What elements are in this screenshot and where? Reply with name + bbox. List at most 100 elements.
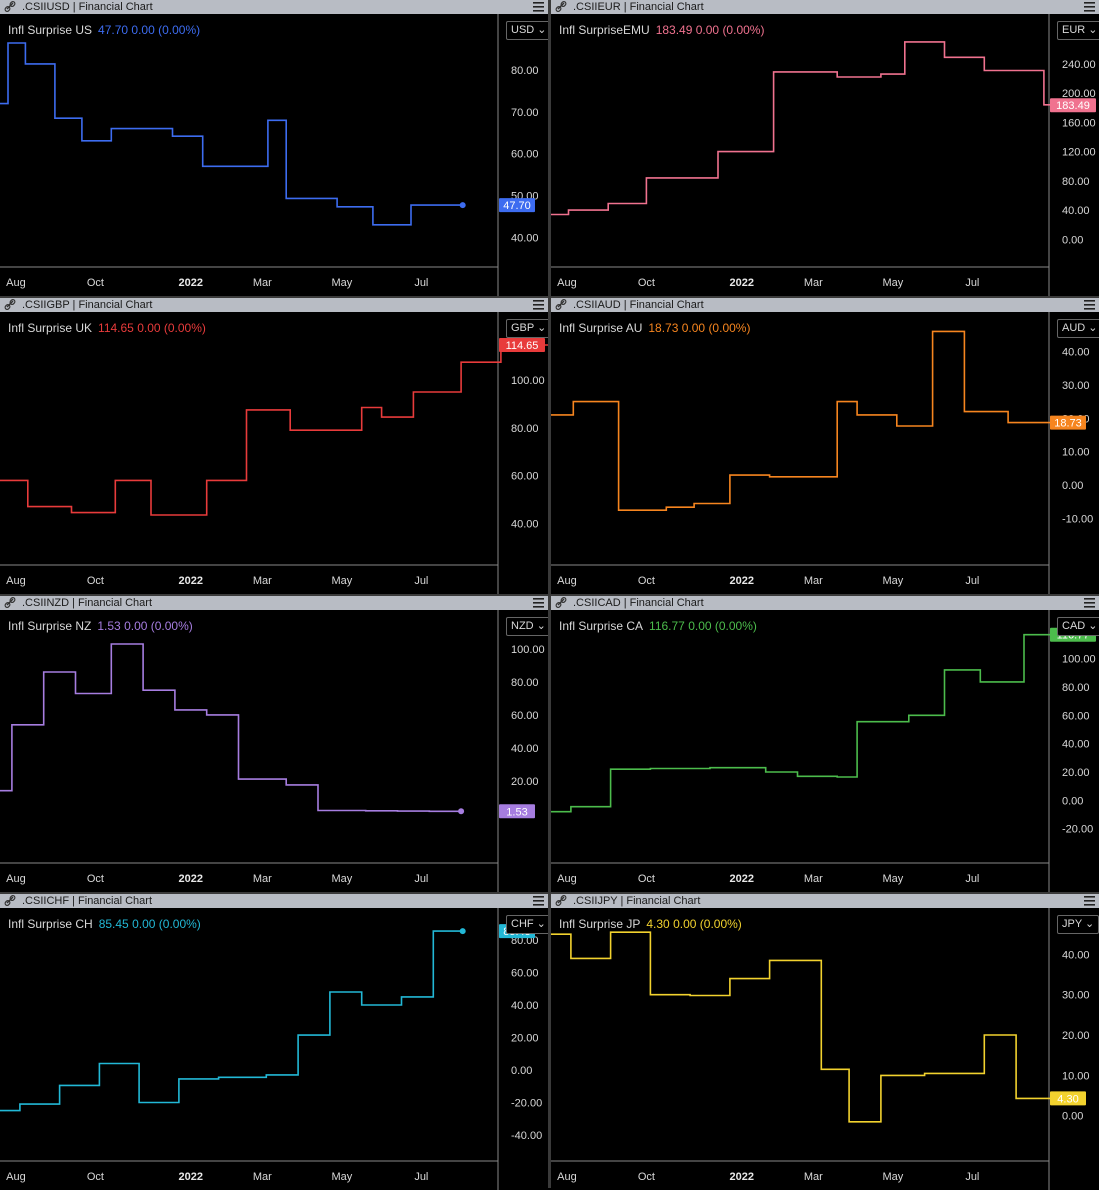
last-value-label: 4.30 xyxy=(1057,1093,1078,1105)
chart-panel-ca[interactable]: .CSIICAD | Financial Chart -20.00 0.00 20.0… xyxy=(551,596,1099,892)
chart-panel-au[interactable]: .CSIIAUD | Financial Chart -10.00 0.00 10.0… xyxy=(551,298,1099,594)
x-tick-label-2: 2022 xyxy=(179,1171,203,1183)
y-tick-label-2: 80.00 xyxy=(511,423,539,435)
panel-header: .CSIINZD | Financial Chart xyxy=(0,596,548,610)
currency-selector[interactable]: JPY ⌄ xyxy=(1057,915,1099,934)
currency-label: JPY xyxy=(1062,918,1082,930)
y-tick-label-1: -20.00 xyxy=(511,1098,542,1110)
legend-name: Infl Surprise CA xyxy=(559,619,644,633)
last-point-nz xyxy=(458,808,465,815)
y-tick-label-5: 200.00 xyxy=(1062,88,1096,100)
plot-au[interactable]: -10.000.0010.0020.0030.0040.00AugOct2022… xyxy=(551,312,1099,594)
currency-label: NZD xyxy=(511,620,534,632)
last-value-badge: 47.70 xyxy=(499,198,535,213)
hamburger-menu-icon[interactable] xyxy=(1084,2,1095,12)
legend-value: 47.70 xyxy=(98,23,132,37)
panel-title: .CSIIAUD | Financial Chart xyxy=(573,299,704,311)
x-tick-label-4: May xyxy=(331,1171,352,1183)
y-tick-label-3: 70.00 xyxy=(511,107,539,119)
currency-selector[interactable]: GBP ⌄ xyxy=(506,319,548,338)
link-icon[interactable] xyxy=(4,298,16,312)
panel-title: .CSIICAD | Financial Chart xyxy=(573,597,704,609)
link-icon[interactable] xyxy=(555,596,567,610)
hamburger-menu-icon[interactable] xyxy=(1084,300,1095,310)
x-tick-label-2: 2022 xyxy=(179,575,203,587)
y-tick-label-4: 40.00 xyxy=(1062,949,1090,961)
y-tick-label-3: 30.00 xyxy=(1062,990,1090,1002)
series-legend: Infl Surprise UK 114.65 0.00 (0.00%) xyxy=(8,321,206,335)
panel-title: .CSIIJPY | Financial Chart xyxy=(573,895,701,907)
link-icon[interactable] xyxy=(555,0,567,14)
chevron-down-icon: ⌄ xyxy=(534,24,547,36)
hamburger-menu-icon[interactable] xyxy=(1084,598,1095,608)
currency-selector[interactable]: CHF ⌄ xyxy=(506,915,548,934)
x-tick-label-3: Mar xyxy=(253,575,272,587)
legend-change: 0.00 (0.00%) xyxy=(132,917,201,931)
y-tick-label-0: 0.00 xyxy=(1062,234,1083,246)
plot-jp[interactable]: 0.00 10.00 20.00 30.00 40.00 Aug Oct 2022 Mar May… xyxy=(551,908,1099,1190)
plot-ca[interactable]: -20.00 0.00 20.00 40.00 60.00 80.00 100.00 Aug O… xyxy=(551,610,1099,892)
link-icon[interactable] xyxy=(4,596,16,610)
x-tick-label-5: Jul xyxy=(414,873,428,885)
hamburger-menu-icon[interactable] xyxy=(1084,896,1095,906)
x-tick-label-4: May xyxy=(882,277,903,289)
y-tick-label-6: 100.00 xyxy=(1062,654,1096,666)
y-tick-label-0: 0.00 xyxy=(1062,1111,1083,1123)
series-line-jp xyxy=(551,931,1068,1123)
x-tick-label-4: May xyxy=(882,873,903,885)
last-point-us xyxy=(459,202,466,209)
y-tick-label-2: 10.00 xyxy=(1062,447,1090,459)
hamburger-menu-icon[interactable] xyxy=(533,300,544,310)
y-tick-label-1: 0.00 xyxy=(1062,480,1083,492)
link-icon[interactable] xyxy=(4,0,16,14)
plot-emu[interactable]: 0.0040.0080.00120.00160.00200.00240.0028… xyxy=(551,14,1099,296)
x-tick-label-1: Oct xyxy=(87,277,104,289)
panel-header: .CSIIGBP | Financial Chart xyxy=(0,298,548,312)
panel-header: .CSIIUSD | Financial Chart xyxy=(0,0,548,14)
x-tick-label-5: Jul xyxy=(965,873,979,885)
hamburger-menu-icon[interactable] xyxy=(533,2,544,12)
series-line-ca xyxy=(551,633,1072,813)
currency-selector[interactable]: USD ⌄ xyxy=(506,21,548,40)
y-tick-label-3: 120.00 xyxy=(1062,147,1096,159)
chart-panel-us[interactable]: .CSIIUSD | Financial Chart 40.00 50.00 60.0… xyxy=(0,0,548,296)
link-icon[interactable] xyxy=(555,298,567,312)
plot-uk[interactable]: 40.00 60.00 80.00 100.00 Aug Oct 2022 Mar May Jul… xyxy=(0,312,548,594)
currency-selector[interactable]: AUD ⌄ xyxy=(1057,319,1099,338)
legend-value: 114.65 xyxy=(98,321,138,335)
last-value-label: 114.65 xyxy=(506,340,539,352)
y-tick-label-2: 80.00 xyxy=(1062,176,1090,188)
x-tick-label-4: May xyxy=(331,873,352,885)
series-legend: Infl Surprise AU 18.73 0.00 (0.00%) xyxy=(559,321,750,335)
currency-selector[interactable]: NZD ⌄ xyxy=(506,617,548,636)
x-tick-label-2: 2022 xyxy=(730,575,754,587)
x-tick-label-1: Oct xyxy=(87,575,104,587)
panel-title: .CSIIGBP | Financial Chart xyxy=(22,299,153,311)
currency-selector[interactable]: CAD ⌄ xyxy=(1057,617,1099,636)
currency-label: USD xyxy=(511,24,535,36)
x-tick-label-4: May xyxy=(882,575,903,587)
chevron-down-icon: ⌄ xyxy=(533,918,546,930)
legend-name: Infl Surprise CH xyxy=(8,917,93,931)
x-tick-label-1: Oct xyxy=(638,1171,655,1183)
chart-panel-emu[interactable]: .CSIIEUR | Financial Chart 0.00 40.00 80.00… xyxy=(551,0,1099,296)
chevron-down-icon: ⌄ xyxy=(534,322,547,334)
link-icon[interactable] xyxy=(4,894,16,908)
x-tick-label-0: Aug xyxy=(557,277,577,289)
legend-change: 0.00 (0.00%) xyxy=(131,23,201,37)
chart-panel-ch[interactable]: .CSIICHF | Financial Chart -40.00 -20.00 0.… xyxy=(0,894,548,1190)
legend-change: 0.00 (0.00%) xyxy=(137,321,206,335)
chart-panel-jp[interactable]: .CSIIJPY | Financial Chart 0.00 10.00 20.00… xyxy=(551,894,1099,1190)
hamburger-menu-icon[interactable] xyxy=(533,896,544,906)
chart-panel-nz[interactable]: .CSIINZD | Financial Chart 20.00 40.00 60.0… xyxy=(0,596,548,892)
currency-selector[interactable]: EUR ⌄ xyxy=(1057,21,1099,40)
chart-panel-uk[interactable]: .CSIIGBP | Financial Chart 40.00 60.00 80.0… xyxy=(0,298,548,594)
legend-value: 4.30 xyxy=(646,917,674,931)
y-tick-label-2: 20.00 xyxy=(1062,767,1090,779)
plot-nz[interactable]: 20.00 40.00 60.00 80.00 100.00 Aug Oct 2022 Mar M… xyxy=(0,610,548,892)
hamburger-menu-icon[interactable] xyxy=(533,598,544,608)
link-icon[interactable] xyxy=(555,894,567,908)
